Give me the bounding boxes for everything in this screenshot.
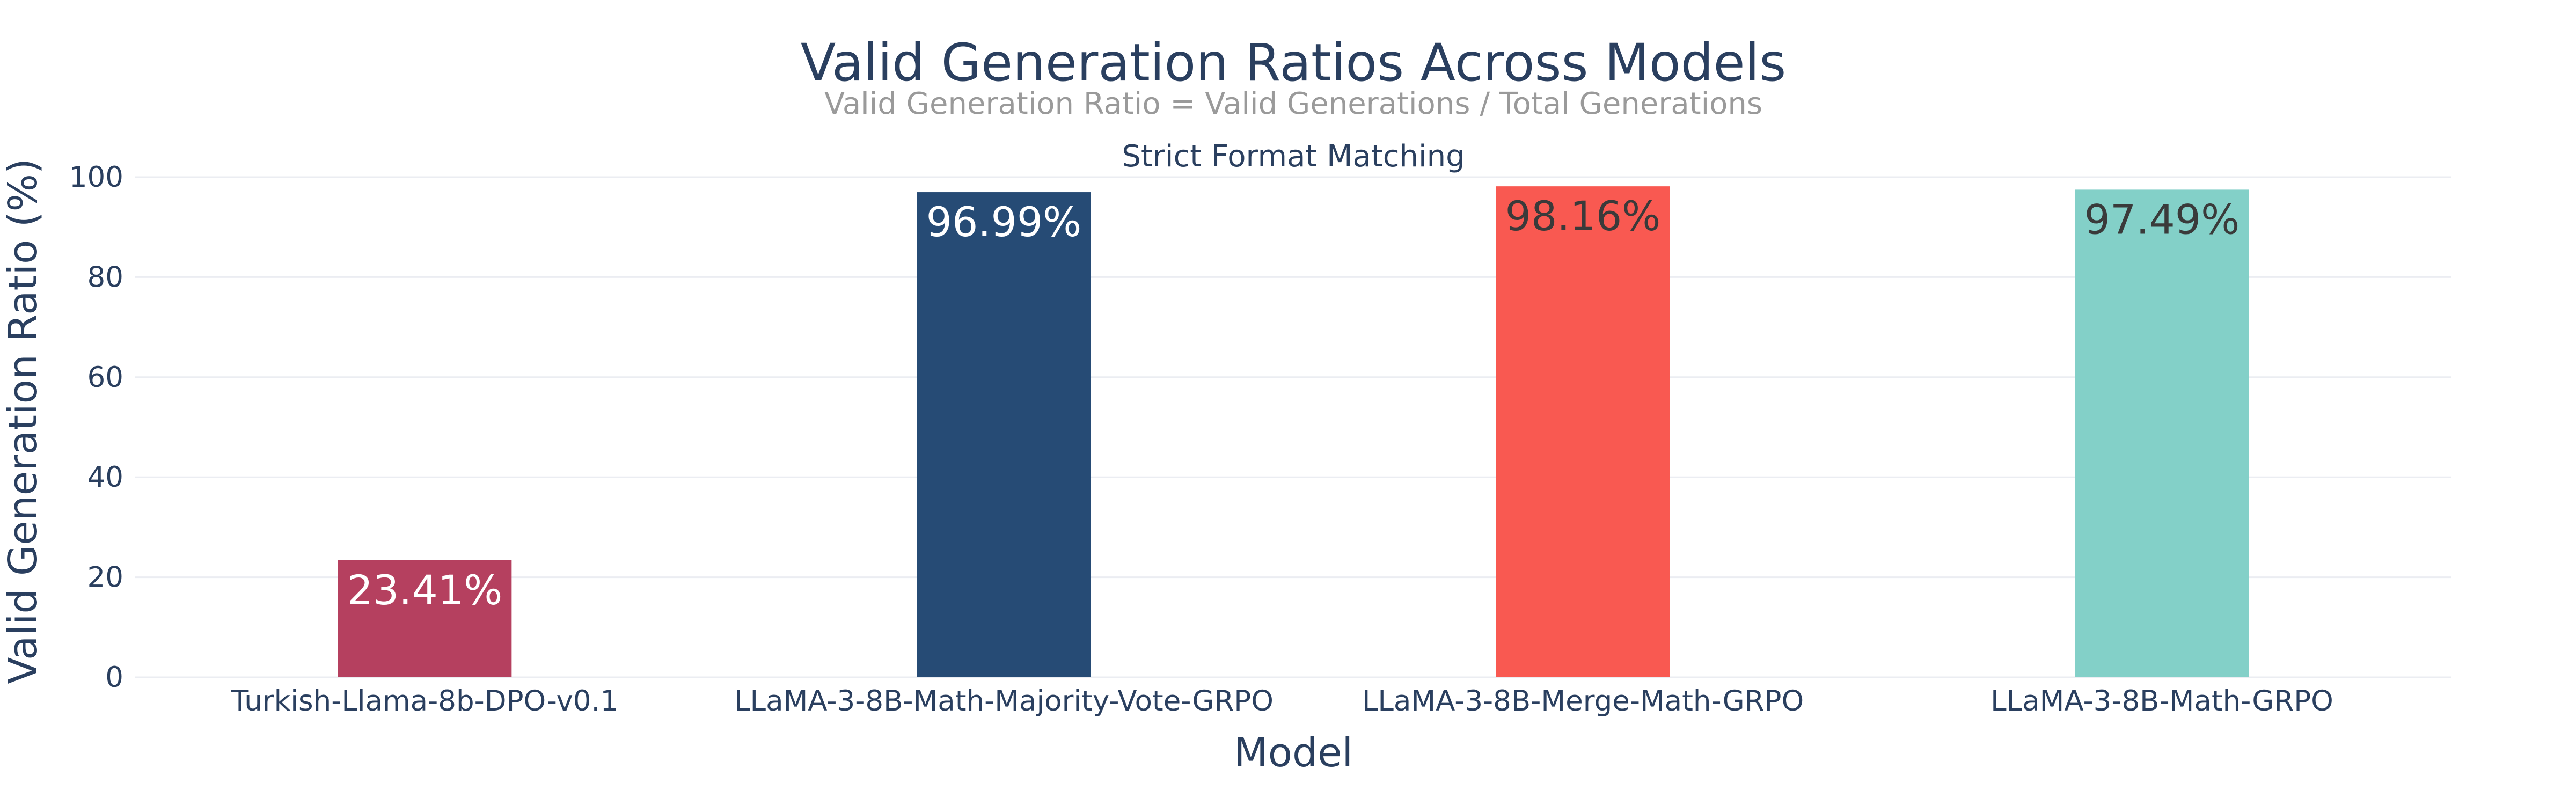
x-tick-label: LLaMA-3-8B-Merge-Math-GRPO xyxy=(1362,685,1804,718)
gridlines xyxy=(135,176,2451,678)
y-tick-label: 40 xyxy=(87,461,123,494)
chart-subtitle: Valid Generation Ratio = Valid Generatio… xyxy=(824,86,1762,121)
bar xyxy=(1496,186,1670,677)
bar-data-labels: 23.41% 96.99% 98.16% 97.49% xyxy=(347,192,2240,614)
y-axis-title: Valid Generation Ratio (%) xyxy=(0,158,46,684)
y-tick-label: 100 xyxy=(69,161,123,194)
y-tick-label: 60 xyxy=(87,361,123,394)
x-tick-label: LLaMA-3-8B-Math-Majority-Vote-GRPO xyxy=(734,685,1274,718)
bars xyxy=(338,186,2249,677)
bar-data-label: 23.41% xyxy=(347,566,503,614)
x-axis-title: Model xyxy=(1234,730,1353,776)
x-tick-label: Turkish-Llama-8b-DPO-v0.1 xyxy=(231,685,618,718)
bar xyxy=(917,192,1091,677)
chart-title: Valid Generation Ratios Across Models xyxy=(801,33,1787,93)
y-tick-label: 0 xyxy=(105,661,123,694)
bar xyxy=(2075,189,2249,677)
panel-title: Strict Format Matching xyxy=(1122,139,1465,174)
y-tick-label: 80 xyxy=(87,261,123,294)
x-tick-label: LLaMA-3-8B-Math-GRPO xyxy=(1990,685,2333,718)
x-axis-ticks: Turkish-Llama-8b-DPO-v0.1 LLaMA-3-8B-Math… xyxy=(231,685,2333,718)
bar-data-label: 96.99% xyxy=(926,198,1082,246)
bar-data-label: 97.49% xyxy=(2084,195,2240,243)
y-axis-ticks: 0 20 40 60 80 100 xyxy=(69,161,123,694)
bar xyxy=(338,560,512,677)
bar-data-label: 98.16% xyxy=(1505,192,1661,240)
y-tick-label: 20 xyxy=(87,561,123,594)
